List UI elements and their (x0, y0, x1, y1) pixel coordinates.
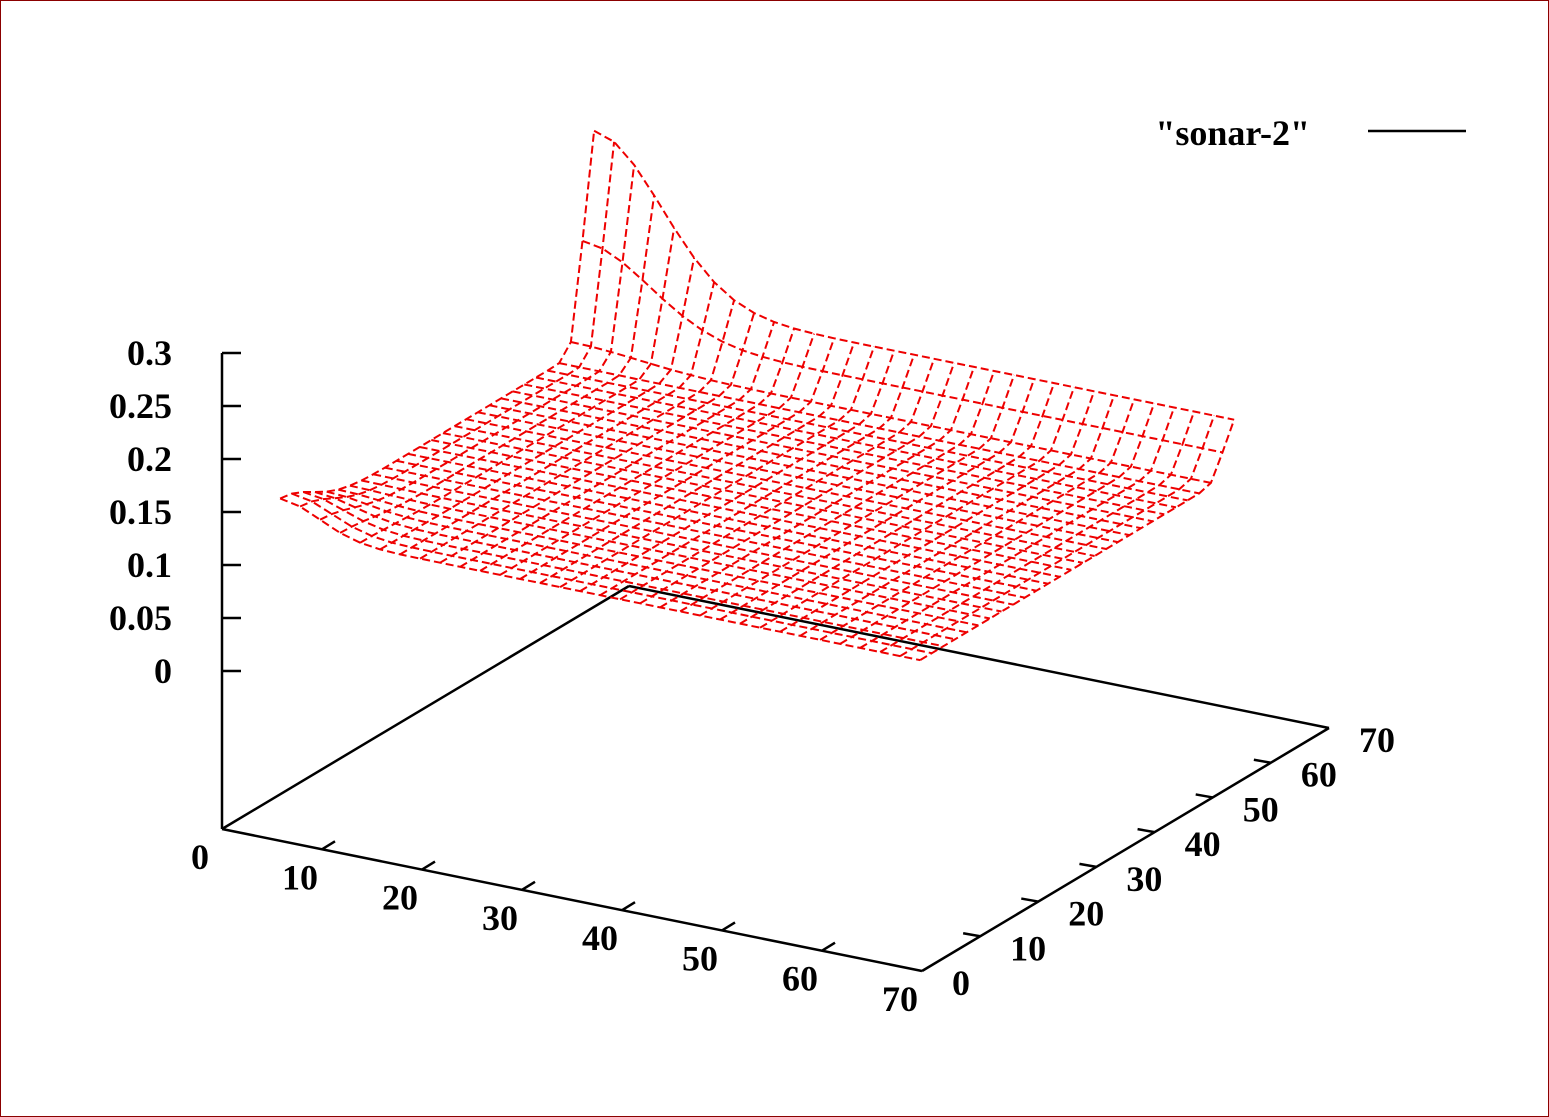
x-tick-mark (621, 901, 636, 912)
z-tick-label: 0.05 (109, 598, 172, 638)
surface-line-y (819, 399, 1136, 641)
legend: "sonar-2" (1155, 113, 1466, 153)
surface-line-y (759, 386, 1076, 629)
surface-line-y (779, 390, 1096, 633)
surface-line-y (539, 342, 856, 584)
z-tick-label: 0.1 (127, 545, 172, 585)
y-tick-mark (1021, 897, 1039, 903)
x-tick-mark (721, 921, 736, 932)
y-tick-mark (1137, 827, 1155, 834)
x-tick-label: 60 (782, 959, 818, 999)
y-tick-label: 70 (1359, 720, 1395, 760)
y-axis-line (921, 726, 1330, 973)
surface-line-y (359, 227, 676, 544)
surface-line-y (459, 321, 776, 568)
x-tick-label: 20 (382, 878, 418, 918)
surface-line-y (399, 281, 716, 556)
surface-line-y (279, 130, 596, 500)
x-axis-line (221, 827, 923, 973)
surface-line-y (859, 407, 1176, 649)
surface-line-y (299, 141, 616, 508)
y-tick-label: 20 (1068, 894, 1104, 934)
z-ticks-group: 0 0.05 0.1 0.15 0.2 0.25 0.3 (109, 333, 241, 691)
surface-line-y (799, 394, 1116, 637)
surface-line-y (899, 415, 1216, 657)
x-tick-mark (821, 941, 836, 952)
surface-line-y (739, 382, 1056, 625)
surface-mesh (279, 129, 1236, 662)
surface-line-y (519, 337, 836, 580)
surface-line-y (379, 257, 696, 551)
surface-line-x (279, 497, 921, 662)
y-tick-mark (1079, 862, 1097, 869)
surface-line-y (439, 312, 756, 564)
x-tick-label: 70 (882, 979, 918, 1019)
surface-line-x (524, 383, 1165, 516)
y-tick-label: 60 (1301, 755, 1337, 795)
y-tick-mark (1195, 793, 1213, 799)
y-tick-label: 50 (1243, 789, 1279, 829)
y-tick-mark (962, 932, 981, 938)
axes-group (220, 353, 1330, 973)
x-tick-label: 40 (582, 918, 618, 958)
surface-line-x (535, 376, 1177, 509)
y-ticks-group: 0 10 20 30 40 50 60 70 (952, 720, 1395, 1003)
legend-label: "sonar-2" (1155, 113, 1310, 153)
y-tick-label: 10 (1010, 928, 1046, 968)
x-tick-mark (521, 880, 536, 891)
x-tick-label: 50 (682, 938, 718, 978)
surface-line-y (339, 195, 656, 534)
surface-line-x (349, 484, 991, 620)
y-tick-label: 40 (1185, 824, 1221, 864)
surface-line-y (879, 411, 1196, 653)
surface-line-y (639, 362, 956, 605)
x-tick-label: 0 (191, 837, 209, 877)
surface-line-y (679, 370, 996, 613)
x-tick-mark (421, 860, 436, 871)
surface-line-y (579, 350, 896, 592)
x-tick-mark (321, 840, 336, 851)
surface-line-x (431, 439, 1072, 571)
x-ticks-group: 0 10 20 30 40 50 60 70 (191, 837, 918, 1019)
z-tick-label: 0.15 (109, 492, 172, 532)
z-tick-label: 0.2 (127, 439, 172, 479)
surface-line-y (599, 354, 916, 597)
surface-line-y (319, 164, 636, 521)
surface-line-x (442, 432, 1084, 564)
y-tick-label: 0 (952, 963, 970, 1003)
back-x-axis-line (628, 584, 1330, 730)
surface-line-x (454, 425, 1095, 557)
surface-line-x (361, 479, 1002, 613)
surface-line-y (499, 333, 816, 576)
surface-line-y (699, 374, 1016, 617)
y-tick-mark (1253, 758, 1272, 764)
surface-line-y (719, 378, 1036, 621)
surface-line-x (547, 369, 1188, 502)
surface-line-y (419, 299, 736, 560)
surface-line-y (559, 346, 876, 588)
surface-line-y (659, 366, 976, 609)
surface-line-x (338, 488, 979, 627)
z-tick-label: 0.25 (109, 386, 172, 426)
z-tick-label: 0 (154, 651, 172, 691)
x-tick-label: 30 (482, 898, 518, 938)
surface-line-y (619, 358, 936, 601)
surface-line-y (919, 419, 1236, 661)
surface-line-y (479, 328, 796, 572)
back-y-axis-line (221, 584, 630, 831)
y-tick-label: 30 (1126, 859, 1162, 899)
surface-line-y (839, 403, 1156, 645)
z-tick-label: 0.3 (127, 333, 172, 373)
x-tick-label: 10 (282, 857, 318, 897)
